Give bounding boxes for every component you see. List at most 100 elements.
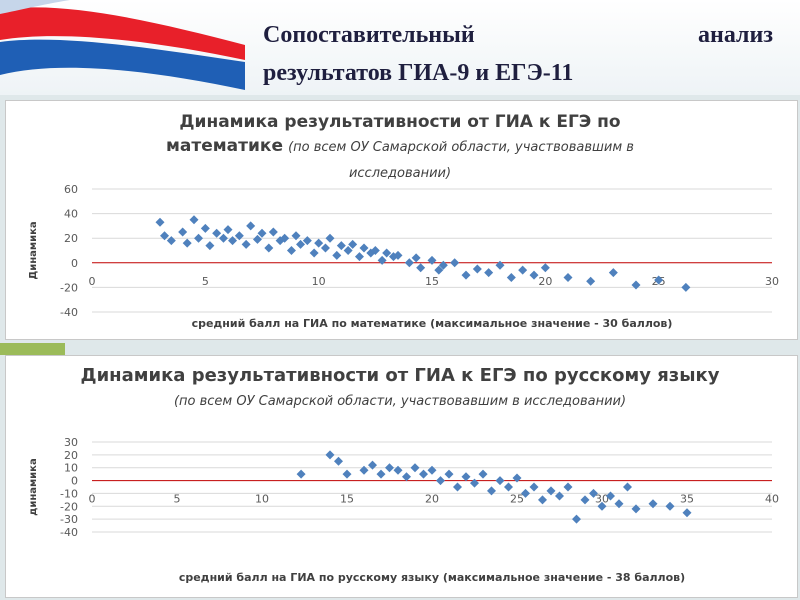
subtitle: (по всем ОУ Самарской области, участвова… xyxy=(173,394,627,409)
point xyxy=(631,280,641,290)
y-tick-label: 10 xyxy=(64,462,78,475)
x-tick-label: 5 xyxy=(202,275,209,288)
point xyxy=(472,264,482,274)
point xyxy=(434,265,444,275)
point xyxy=(597,501,607,511)
point xyxy=(314,238,324,248)
point xyxy=(506,273,516,283)
y-tick-label: 20 xyxy=(64,232,78,245)
point xyxy=(563,273,573,283)
point xyxy=(342,469,352,479)
x-tick-label: 20 xyxy=(538,275,552,288)
point xyxy=(436,476,445,486)
y-tick-label: 0 xyxy=(71,257,78,270)
y-tick-label: -40 xyxy=(60,306,78,319)
chart-frame xyxy=(5,100,798,340)
x-tick-label: 15 xyxy=(425,275,439,288)
point xyxy=(461,270,471,280)
point xyxy=(252,234,262,244)
y-axis-label: динамика xyxy=(28,458,39,515)
point xyxy=(189,215,199,225)
chart-title: Динамика результативности от ГИА к ЕГЭ п… xyxy=(80,364,720,414)
y-tick-label: -10 xyxy=(60,487,78,500)
point xyxy=(393,250,403,260)
point xyxy=(348,239,358,249)
point xyxy=(478,469,488,479)
x-tick-label: 15 xyxy=(340,493,354,506)
x-tick-label: 40 xyxy=(765,493,779,506)
title-word: анализ xyxy=(698,22,773,48)
y-tick-label: 20 xyxy=(64,449,78,462)
point xyxy=(529,270,539,280)
point xyxy=(359,465,369,475)
x-axis-label: средний балл на ГИА по русскому языку (м… xyxy=(179,571,685,584)
point xyxy=(654,275,664,285)
point xyxy=(370,246,380,255)
point xyxy=(343,246,353,255)
point xyxy=(325,450,335,460)
point xyxy=(529,482,539,492)
divider xyxy=(0,343,65,355)
point xyxy=(296,239,306,249)
title: Динамика результативности от ГИА к ЕГЭ п… xyxy=(80,365,720,386)
x-tick-label: 0 xyxy=(89,275,96,288)
point xyxy=(205,241,215,251)
point xyxy=(377,255,387,265)
point xyxy=(241,239,251,249)
point xyxy=(512,473,522,483)
point xyxy=(608,268,618,278)
point xyxy=(681,282,691,292)
point xyxy=(268,227,278,237)
y-tick-label: 30 xyxy=(64,436,78,449)
point xyxy=(540,263,550,273)
point xyxy=(589,488,598,498)
point xyxy=(623,482,632,492)
point xyxy=(484,268,494,278)
x-tick-label: 5 xyxy=(174,493,181,506)
point xyxy=(160,231,170,241)
point xyxy=(309,248,319,258)
point xyxy=(450,258,460,268)
point xyxy=(257,228,267,238)
point xyxy=(410,463,420,473)
point xyxy=(359,243,369,253)
point xyxy=(444,469,454,479)
x-tick-label: 30 xyxy=(765,275,779,288)
point xyxy=(296,469,306,479)
point xyxy=(212,228,222,238)
point xyxy=(411,253,421,263)
y-tick-label: -20 xyxy=(60,500,78,513)
point xyxy=(382,248,392,258)
flag-decoration xyxy=(0,0,245,90)
point xyxy=(376,469,386,479)
point xyxy=(555,491,564,501)
point xyxy=(178,227,188,237)
point xyxy=(453,482,462,492)
point xyxy=(286,246,296,255)
title-line: Сопоставительный анализ xyxy=(263,22,773,49)
point xyxy=(200,223,210,233)
point xyxy=(291,231,301,241)
y-tick-label: -20 xyxy=(60,281,78,294)
point xyxy=(402,472,411,482)
chart-frame xyxy=(5,355,798,598)
x-tick-label: 30 xyxy=(595,493,609,506)
point xyxy=(427,465,437,475)
point xyxy=(166,236,176,246)
point xyxy=(614,499,624,509)
point xyxy=(586,276,596,286)
point xyxy=(461,472,471,482)
x-tick-label: 10 xyxy=(255,493,269,506)
point xyxy=(354,252,364,262)
y-tick-label: 40 xyxy=(64,208,78,221)
point xyxy=(385,463,394,473)
x-tick-label: 35 xyxy=(680,493,694,506)
point xyxy=(538,495,547,505)
point xyxy=(182,238,192,248)
point xyxy=(580,495,590,505)
point xyxy=(521,488,530,498)
title: Динамика результативности от ГИА к ЕГЭ п… xyxy=(166,112,621,156)
point xyxy=(546,486,556,496)
